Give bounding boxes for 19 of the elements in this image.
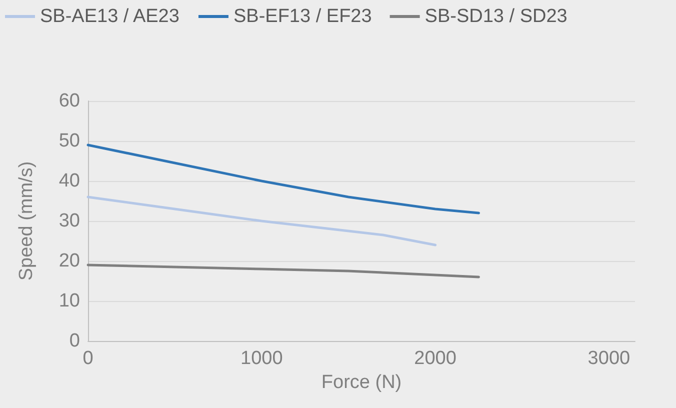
y-tick-label: 40 [58, 170, 80, 192]
x-axis-title: Force (N) [321, 372, 402, 393]
y-tick-label: 60 [58, 90, 80, 112]
line-series [86, 144, 480, 214]
line-series [86, 264, 480, 278]
y-tick-label: 0 [69, 330, 80, 352]
y-tick-label: 30 [58, 210, 80, 232]
legend-label: SB-EF13 / EF23 [233, 6, 372, 27]
legend-label: SB-AE13 / AE23 [40, 6, 180, 27]
x-tick-label: 0 [82, 348, 94, 369]
legend-label: SB-SD13 / SD23 [424, 6, 568, 27]
x-tick-label: 2000 [414, 348, 456, 369]
y-tick-label: 20 [58, 250, 80, 272]
x-tick-label: 3000 [588, 348, 630, 369]
y-axis-title: Speed (mm/s) [16, 161, 37, 281]
line-series [86, 196, 437, 246]
y-tick-label: 50 [58, 130, 80, 152]
x-tick-label: 1000 [240, 348, 283, 369]
y-tick-label: 10 [58, 290, 80, 312]
